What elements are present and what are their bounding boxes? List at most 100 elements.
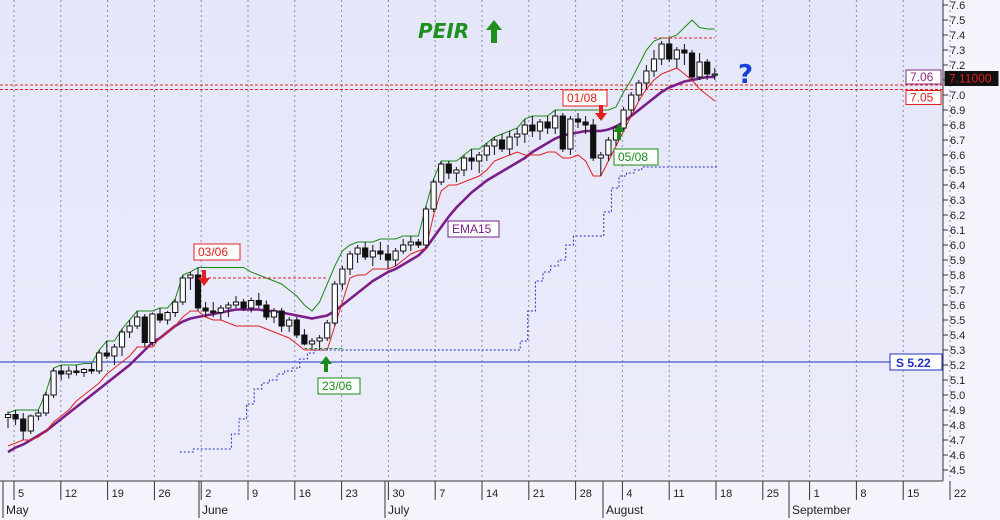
y-tick-label: 6.4	[950, 180, 965, 192]
candle-body	[293, 319, 300, 336]
candle-body	[483, 145, 490, 156]
candle-body	[225, 304, 232, 309]
candle-body	[316, 337, 323, 342]
candle-body	[194, 274, 202, 309]
candle-body	[377, 250, 384, 255]
candle-body	[704, 61, 711, 75]
level-label-box	[905, 69, 942, 85]
y-tick-label: 5.5	[950, 315, 965, 327]
candle-body	[20, 418, 27, 432]
candle-body	[134, 316, 141, 327]
y-tick-label: 5.6	[950, 300, 965, 312]
candle-body	[354, 247, 361, 255]
y-tick-label: 6.2	[950, 210, 965, 222]
upper-band-line	[7, 19, 715, 414]
y-tick-label: 5.2	[950, 360, 965, 372]
candle-body	[232, 301, 240, 306]
y-tick-label: 7.0	[950, 90, 965, 102]
signal-0306-label: 03/06	[198, 245, 228, 259]
y-tick-label: 6.7	[950, 135, 965, 147]
candle-body	[103, 352, 110, 357]
candle-body	[80, 369, 88, 373]
y-axis: 4.5 4.6 4.7 4.8 4.9 5.0 5.1 5.2 5.3 5.4 5.5 5.6 5.7 5…	[942, 0, 965, 481]
chart-title: PEIR	[418, 19, 502, 43]
support-label: S 5.22	[896, 356, 931, 370]
x-tick-label: 15	[907, 488, 919, 500]
x-tick-label: 18	[720, 488, 732, 500]
candle-body	[438, 163, 445, 183]
candle-body	[597, 154, 604, 159]
candle-body	[156, 313, 164, 321]
candle-body	[711, 73, 718, 76]
x-tick-label: 23	[346, 488, 358, 500]
ema15-line	[7, 75, 715, 454]
candle-body	[255, 300, 262, 306]
candle-body	[468, 157, 475, 162]
x-tick-label: 5	[18, 488, 24, 500]
x-tick-label: 28	[580, 488, 592, 500]
y-tick-label: 7.2	[950, 60, 965, 72]
x-tick-label: 12	[65, 488, 77, 500]
candle-body	[263, 304, 270, 318]
y-tick-label: 5.9	[950, 255, 965, 267]
candle-body	[506, 136, 513, 150]
candle-body	[118, 331, 126, 348]
candle-body	[590, 124, 597, 159]
x-tick-label: 14	[486, 488, 498, 500]
sell-arrow-icon	[198, 270, 210, 286]
month-label: June	[202, 503, 228, 517]
candle-body	[521, 124, 528, 135]
y-tick-label: 5.0	[950, 390, 965, 402]
x-tick-label: 26	[158, 488, 170, 500]
signal-2306-label: 23/06	[322, 379, 352, 393]
buy-arrow-icon	[613, 124, 625, 140]
title-up-arrow-icon	[486, 20, 502, 43]
y-tick-label: 4.8	[950, 420, 965, 432]
candle-body	[58, 370, 65, 375]
y-tick-label: 4.7	[950, 435, 965, 447]
y-tick-label: 5.8	[950, 270, 965, 282]
x-tick-label: 1	[814, 488, 820, 500]
candle-body	[141, 316, 148, 343]
candle-body	[96, 352, 103, 372]
y-tick-label: 4.9	[950, 405, 965, 417]
candle-body	[605, 139, 612, 156]
support-label-box	[889, 353, 943, 371]
y-tick-label: 4.6	[950, 450, 965, 462]
candle-body	[88, 369, 95, 372]
candle-body	[552, 115, 559, 129]
candle-body	[681, 49, 688, 54]
candle-body	[308, 340, 316, 345]
indicator-lines	[7, 19, 718, 454]
month-label: August	[606, 503, 644, 517]
candle-body	[544, 121, 551, 129]
level-lines: S 5.22 7.06 7.05 7.11000	[0, 69, 999, 371]
candle-body	[559, 115, 566, 150]
signal-2306-box	[317, 377, 361, 395]
candlesticks	[4, 38, 718, 440]
candle-body	[536, 121, 544, 132]
candle-body	[324, 322, 331, 339]
candle-body	[445, 163, 452, 174]
signal-0108-label: 01/08	[567, 91, 597, 105]
candle-body	[12, 414, 19, 420]
candle-body	[172, 301, 179, 313]
candle-body	[346, 253, 354, 270]
candle-body	[126, 325, 133, 333]
candle-body	[301, 334, 308, 345]
buy-arrow-icon	[320, 356, 332, 372]
candle-body	[73, 370, 80, 373]
y-tick-label: 6.9	[950, 105, 965, 117]
candle-body	[407, 241, 414, 246]
y-tick-label: 5.7	[950, 285, 965, 297]
vertical-grid	[13, 0, 951, 480]
x-tick-label: 7	[439, 488, 445, 500]
candle-body	[179, 277, 186, 303]
candle-body	[4, 414, 12, 418]
y-tick-label: 6.0	[950, 240, 965, 252]
lower-band-line	[7, 67, 716, 447]
x-tick-label: 22	[954, 488, 966, 500]
candle-body	[270, 310, 278, 318]
month-label: July	[388, 503, 409, 517]
candle-body	[339, 268, 346, 285]
